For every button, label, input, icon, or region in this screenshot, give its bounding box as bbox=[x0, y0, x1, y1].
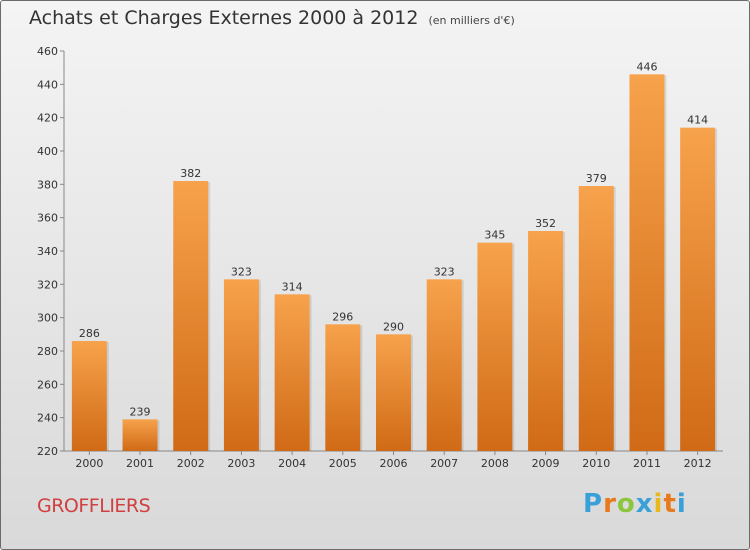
bar-value-label: 352 bbox=[535, 217, 556, 230]
bar-value-label: 314 bbox=[282, 280, 303, 293]
logo-letter: r bbox=[603, 489, 617, 519]
x-tick-label: 2005 bbox=[329, 457, 357, 470]
y-tick-label: 380 bbox=[37, 178, 58, 191]
bar-value-label: 382 bbox=[180, 167, 201, 180]
bar bbox=[71, 341, 107, 451]
y-tick-label: 440 bbox=[37, 78, 58, 91]
x-tick-label: 2006 bbox=[380, 457, 408, 470]
chart-subtitle: (en milliers d'€) bbox=[428, 14, 515, 27]
bar bbox=[680, 127, 716, 452]
bar bbox=[325, 324, 361, 451]
bar bbox=[629, 74, 665, 451]
bar-value-label: 446 bbox=[636, 60, 657, 73]
bar bbox=[223, 279, 259, 451]
x-tick-label: 2009 bbox=[532, 457, 560, 470]
logo-letter: x bbox=[635, 489, 654, 519]
y-tick-label: 360 bbox=[37, 212, 58, 225]
proxiti-logo: Proxiti bbox=[583, 489, 687, 519]
commune-name: GROFFLIERS bbox=[37, 495, 151, 517]
bar bbox=[578, 186, 614, 451]
logo-letter: t bbox=[663, 489, 677, 519]
logo-letter: P bbox=[583, 489, 604, 519]
bar bbox=[274, 294, 310, 451]
y-tick-label: 300 bbox=[37, 312, 58, 325]
y-tick-label: 420 bbox=[37, 112, 58, 125]
x-tick-label: 2008 bbox=[481, 457, 509, 470]
x-tick-label: 2011 bbox=[633, 457, 661, 470]
bar bbox=[528, 231, 564, 451]
chart-title-text: Achats et Charges Externes 2000 à 2012 bbox=[29, 7, 419, 29]
bar-value-label: 323 bbox=[231, 265, 252, 278]
logo-letter: o bbox=[616, 489, 636, 519]
bar bbox=[426, 279, 462, 451]
bar bbox=[477, 242, 513, 451]
x-tick-label: 2002 bbox=[177, 457, 205, 470]
bar bbox=[376, 334, 411, 451]
y-tick-label: 220 bbox=[37, 445, 58, 458]
y-tick-label: 340 bbox=[37, 245, 58, 258]
bar-value-label: 323 bbox=[434, 265, 455, 278]
bar-value-label: 414 bbox=[687, 114, 708, 127]
y-tick-label: 260 bbox=[37, 378, 58, 391]
chart-title: Achats et Charges Externes 2000 à 2012 (e… bbox=[29, 7, 515, 29]
x-tick-label: 2007 bbox=[430, 457, 458, 470]
x-tick-label: 2001 bbox=[126, 457, 154, 470]
x-tick-label: 2010 bbox=[582, 457, 610, 470]
bar-value-label: 296 bbox=[332, 310, 353, 323]
x-tick-label: 2000 bbox=[75, 457, 103, 470]
x-tick-label: 2004 bbox=[278, 457, 306, 470]
bar bbox=[122, 419, 158, 451]
bar-value-label: 286 bbox=[79, 327, 100, 340]
bar-value-label: 239 bbox=[130, 405, 151, 418]
x-tick-label: 2003 bbox=[227, 457, 255, 470]
y-tick-label: 400 bbox=[37, 145, 58, 158]
bar-value-label: 379 bbox=[586, 172, 607, 185]
logo-letter: i bbox=[653, 489, 664, 519]
y-tick-label: 240 bbox=[37, 412, 58, 425]
bar bbox=[173, 181, 209, 451]
y-tick-label: 280 bbox=[37, 345, 58, 358]
y-tick-label: 320 bbox=[37, 278, 58, 291]
bar-value-label: 290 bbox=[383, 320, 404, 333]
bar-value-label: 345 bbox=[484, 229, 505, 242]
logo-letter: i bbox=[676, 489, 687, 519]
x-tick-label: 2012 bbox=[684, 457, 712, 470]
y-tick-label: 460 bbox=[37, 45, 58, 58]
